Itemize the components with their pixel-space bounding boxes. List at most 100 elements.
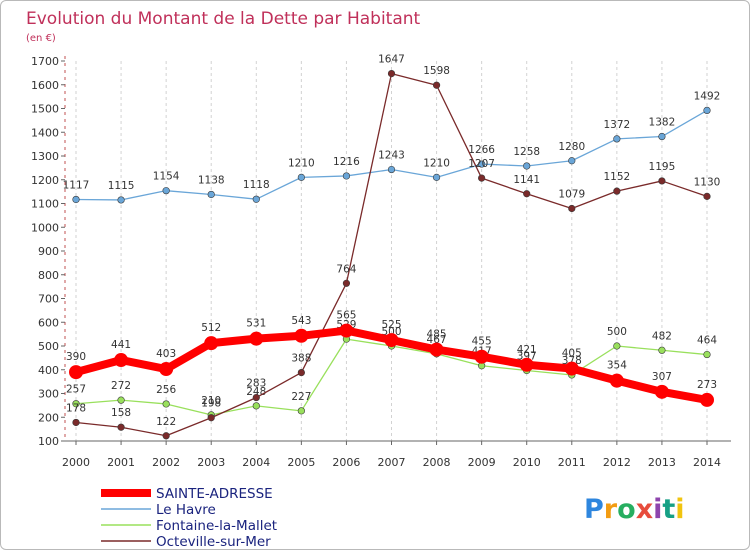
- data-label: 1243: [378, 150, 405, 162]
- data-point: [249, 331, 264, 346]
- data-point: [703, 106, 711, 114]
- x-tick-label: 2009: [468, 456, 496, 469]
- data-point: [117, 196, 125, 204]
- y-tick-label: 1700: [31, 55, 59, 68]
- data-point: [429, 342, 444, 357]
- y-tick-label: 400: [38, 364, 59, 377]
- data-point: [297, 173, 305, 181]
- data-label: 1210: [423, 157, 450, 169]
- legend-label-sainte-adresse: SAINTE-ADRESSE: [156, 486, 273, 502]
- data-label: 403: [156, 348, 176, 360]
- data-point: [609, 373, 624, 388]
- data-label: 1130: [694, 176, 721, 188]
- data-label: 500: [607, 326, 627, 338]
- x-tick-label: 2003: [197, 456, 225, 469]
- data-label: 1141: [513, 174, 540, 186]
- data-point: [387, 69, 396, 78]
- data-label: 543: [291, 315, 311, 327]
- data-label: 178: [66, 402, 86, 414]
- y-tick-label: 700: [38, 293, 59, 306]
- x-tick-label: 2011: [558, 456, 586, 469]
- data-point: [162, 432, 170, 440]
- data-label: 210: [201, 395, 221, 407]
- data-label: 1266: [468, 144, 495, 156]
- data-label: 390: [66, 351, 86, 363]
- data-label: 565: [336, 310, 356, 322]
- data-point: [703, 192, 711, 200]
- x-tick-label: 2007: [378, 456, 406, 469]
- data-label: 272: [111, 380, 131, 392]
- data-point: [613, 135, 621, 143]
- data-label: 1492: [694, 90, 721, 102]
- data-label: 764: [336, 263, 356, 275]
- data-label: 485: [427, 329, 447, 341]
- data-label: 525: [381, 319, 401, 331]
- x-tick-label: 2013: [648, 456, 676, 469]
- data-label: 1152: [603, 171, 630, 183]
- y-tick-label: 600: [38, 316, 59, 329]
- data-point: [658, 132, 666, 141]
- data-label: 273: [697, 379, 717, 391]
- data-label: 1195: [649, 161, 676, 173]
- series-sainte-adresse: 390 441 403 512 531 543 565 525 485 455 421 405 354 3…: [66, 310, 717, 407]
- data-label: 512: [201, 322, 221, 334]
- y-tick-label: 1500: [31, 103, 59, 116]
- series-octeville-sur-mer: 178 158 122 198 283 388 764 1647 1598 1207 1141 107…: [66, 54, 721, 440]
- data-label: 1258: [513, 146, 540, 158]
- data-label: 227: [291, 391, 311, 403]
- data-point: [159, 362, 174, 377]
- data-label: 307: [652, 371, 672, 383]
- data-label: 1138: [198, 174, 225, 186]
- logo-letter: P: [584, 494, 604, 525]
- data-label: 158: [111, 407, 131, 419]
- x-tick-label: 2005: [287, 456, 315, 469]
- data-label: 455: [472, 336, 492, 348]
- data-point: [117, 423, 125, 431]
- data-label: 1216: [333, 156, 360, 168]
- data-label: 531: [246, 318, 266, 330]
- data-point: [297, 407, 305, 415]
- y-tick-label: 200: [38, 411, 59, 424]
- x-tick-label: 2014: [693, 456, 721, 469]
- data-point: [117, 396, 125, 404]
- data-label: 256: [156, 384, 176, 396]
- x-tick-label: 2002: [152, 456, 180, 469]
- data-label: 1115: [108, 180, 135, 192]
- data-point: [342, 172, 351, 180]
- x-tick-label: 2008: [423, 456, 451, 469]
- data-label: 1118: [243, 179, 270, 191]
- data-point: [700, 392, 714, 407]
- data-point: [342, 279, 351, 287]
- data-label: 122: [156, 416, 176, 428]
- data-point: [432, 81, 441, 89]
- logo-letter: x: [636, 494, 653, 525]
- logo-letter: t: [662, 494, 675, 525]
- y-tick-label: 900: [38, 245, 59, 258]
- data-label: 397: [517, 350, 537, 362]
- data-point: [387, 165, 396, 174]
- data-point: [654, 384, 669, 399]
- x-tick-label: 2012: [603, 456, 631, 469]
- data-label: 1079: [558, 188, 585, 200]
- data-point: [252, 393, 260, 402]
- x-tick-label: 2001: [107, 456, 135, 469]
- data-point: [162, 187, 170, 195]
- data-point: [294, 328, 309, 343]
- data-point: [384, 333, 399, 348]
- data-point: [252, 195, 260, 203]
- data-label: 1647: [378, 54, 405, 66]
- data-point: [72, 400, 80, 408]
- data-label: 405: [562, 348, 582, 360]
- x-tick-label: 2010: [513, 456, 541, 469]
- data-point: [114, 353, 129, 368]
- logo-letter: o: [617, 494, 636, 525]
- x-tick-label: 2006: [332, 456, 360, 469]
- chart-title: Evolution du Montant de la Dette par Hab…: [26, 9, 421, 29]
- data-point: [658, 346, 666, 354]
- legend-label-le-havre: Le Havre: [156, 502, 216, 518]
- data-label: 198: [201, 398, 221, 410]
- data-point: [523, 190, 531, 198]
- x-tick-label: 2000: [62, 456, 90, 469]
- data-point: [252, 402, 260, 410]
